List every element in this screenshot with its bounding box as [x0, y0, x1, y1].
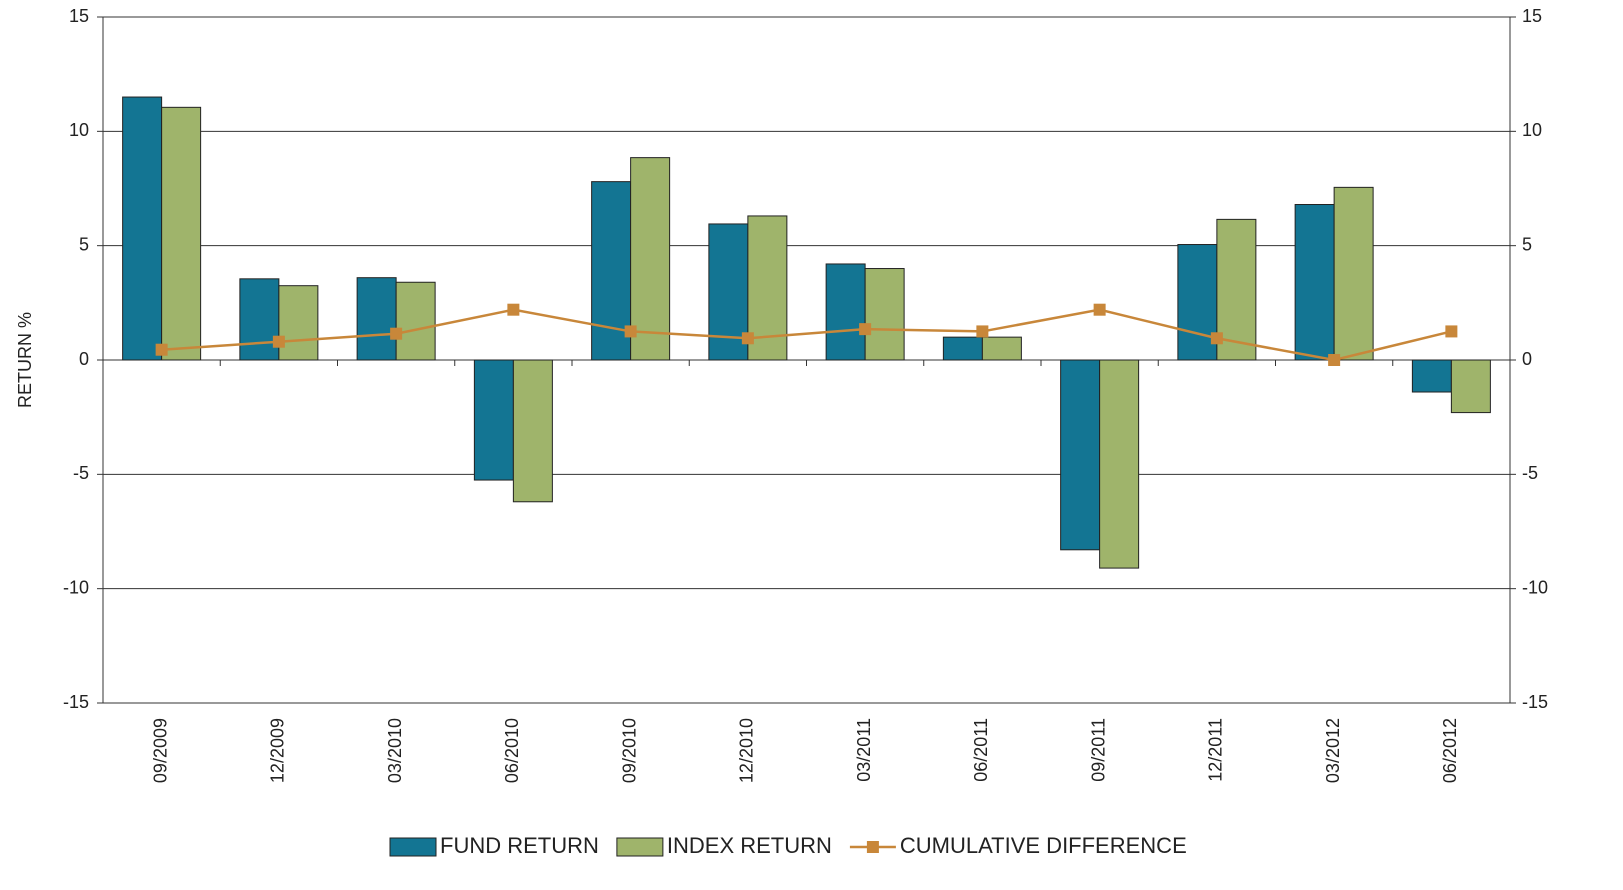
legend-swatch	[616, 837, 664, 857]
bar	[1177, 244, 1218, 361]
y2-tick-label: -10	[1522, 577, 1548, 597]
bar	[1099, 359, 1140, 569]
y-tick-label: -5	[73, 463, 89, 483]
line-marker	[976, 325, 989, 338]
bar	[1333, 186, 1374, 361]
bar	[1411, 359, 1452, 393]
x-tick-label: 06/2011	[971, 718, 991, 782]
y2-tick-label: 15	[1522, 6, 1542, 26]
x-tick-label: 06/2010	[502, 718, 522, 783]
bar	[864, 268, 905, 361]
legend-label: FUND RETURN	[440, 833, 599, 858]
bar	[1060, 359, 1101, 551]
y-tick-label: 10	[69, 120, 89, 140]
line-marker	[507, 303, 520, 316]
line-marker	[1328, 354, 1341, 366]
line-marker	[1445, 325, 1458, 338]
x-tick-label: 03/2012	[1323, 718, 1343, 783]
line-marker	[272, 335, 285, 348]
bar	[278, 285, 319, 361]
bar	[512, 359, 553, 503]
y2-tick-label: -15	[1522, 692, 1548, 712]
x-tick-label: 09/2011	[1088, 718, 1108, 782]
legend-label: INDEX RETURN	[667, 833, 832, 858]
bar	[1294, 204, 1335, 361]
y2-tick-label: 10	[1522, 120, 1542, 140]
x-tick-label: 06/2012	[1440, 718, 1460, 783]
legend-swatch	[389, 837, 437, 857]
bar	[356, 277, 397, 361]
x-tick-label: 12/2009	[268, 718, 288, 783]
y-tick-label: -10	[63, 577, 89, 597]
x-tick-label: 09/2009	[150, 718, 170, 783]
legend-swatch-marker	[866, 841, 879, 853]
bar	[161, 106, 202, 361]
y-tick-label: 0	[79, 349, 89, 369]
x-tick-label: 12/2010	[737, 718, 757, 783]
bar	[1216, 218, 1257, 361]
x-tick-label: 09/2010	[619, 718, 639, 783]
bar	[1450, 359, 1491, 414]
y-axis-label: RETURN %	[15, 312, 35, 408]
x-tick-label: 03/2011	[854, 718, 874, 782]
bar	[981, 336, 1022, 361]
bar	[630, 157, 671, 361]
line-marker	[859, 323, 872, 336]
bar	[239, 278, 280, 361]
bar	[825, 263, 866, 361]
line-marker	[155, 343, 168, 356]
bar	[942, 336, 983, 361]
y2-tick-label: 5	[1522, 234, 1532, 254]
x-tick-label: 12/2011	[1206, 718, 1226, 782]
legend-label: CUMULATIVE DIFFERENCE	[900, 833, 1187, 858]
legend: FUND RETURN INDEX RETURN CUMULATIVE DIFFER…	[389, 833, 1187, 858]
bar	[473, 359, 514, 481]
line-marker	[1093, 303, 1106, 316]
line-marker	[741, 332, 754, 345]
line-marker	[390, 327, 403, 340]
bar	[395, 281, 436, 361]
bar	[122, 96, 163, 361]
y-tick-label: 15	[69, 6, 89, 26]
line-marker	[1210, 332, 1223, 345]
x-tick-label: 03/2010	[385, 718, 405, 783]
y-tick-label: 5	[79, 234, 89, 254]
line	[161, 308, 1452, 362]
line-marker	[624, 325, 637, 338]
y2-tick-label: -5	[1522, 463, 1538, 483]
y2-tick-label: 0	[1522, 349, 1532, 369]
y-tick-label: -15	[63, 692, 89, 712]
